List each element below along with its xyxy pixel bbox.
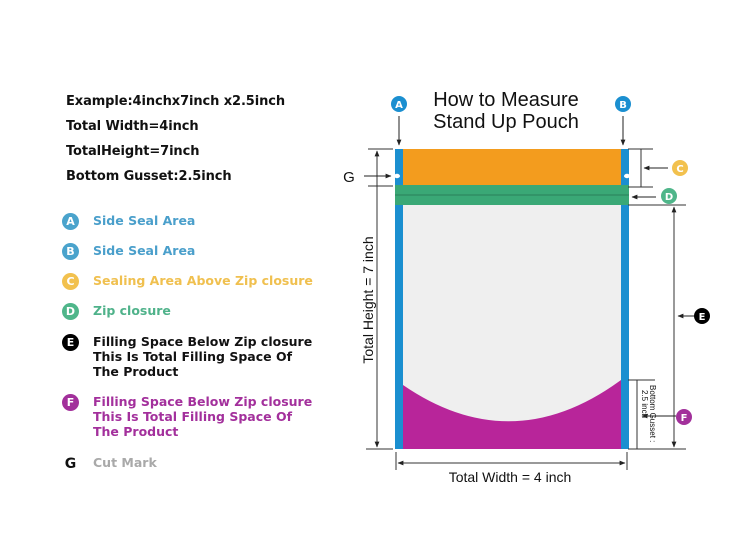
badge-e-icon [694, 308, 710, 324]
g-letter: G [64, 455, 77, 472]
legend-line: Filling Space Below Zip closure [93, 334, 313, 349]
total-width-spec: Total Width=4inch [66, 119, 199, 134]
badge-d-icon [661, 188, 677, 204]
badge-a-icon: A [62, 213, 79, 230]
gusset-label-line1: Bottom Gusset : [648, 385, 657, 442]
total-width-label: Total Width = 4 inch [449, 469, 572, 485]
legend-line: Filling Space Below Zip closure [93, 394, 313, 409]
legend-text: Cut Mark [93, 455, 157, 470]
legend-line: Zip closure [93, 303, 171, 318]
legend-line: This Is Total Filling Space Of [93, 349, 293, 364]
legend-item-d: D Zip closure [62, 303, 171, 320]
label-d: D [665, 192, 673, 203]
badge-c-icon [672, 160, 688, 176]
legend-line: The Product [93, 424, 179, 439]
diagram-title-line1: How to Measure [433, 89, 579, 111]
legend-item-g: G Cut Mark [62, 455, 157, 472]
badge-f-icon: F [62, 394, 79, 411]
diagram-title-line2: Stand Up Pouch [433, 111, 579, 133]
legend-text: Side Seal Area [93, 243, 195, 258]
legend-item-f: F Filling Space Below Zip closure This I… [62, 394, 312, 439]
badge-e-icon: E [62, 334, 79, 351]
legend-text: Zip closure [93, 303, 171, 318]
total-height-spec: TotalHeight=7inch [66, 144, 200, 159]
bottom-gusset-spec: Bottom Gusset:2.5inch [66, 169, 232, 184]
legend-line: Sealing Area Above Zip closure [93, 273, 313, 288]
legend-line: The Product [93, 364, 179, 379]
label-a: A [395, 100, 403, 111]
legend-line: Side Seal Area [93, 213, 196, 228]
legend-item-b: B Side Seal Area [62, 243, 195, 260]
label-e: E [699, 312, 706, 323]
label-f: F [681, 413, 688, 424]
badge-b-icon [615, 96, 631, 112]
badge-b-icon: B [62, 243, 79, 260]
label-g: G [343, 169, 355, 186]
bottom-gusset-area [403, 380, 621, 449]
legend-item-e: E Filling Space Below Zip closure This I… [62, 334, 312, 379]
badge-a-icon [391, 96, 407, 112]
top-seal-area [403, 149, 621, 185]
gusset-label-line2: 2.5 inch [640, 390, 649, 418]
badge-d-icon: D [62, 303, 79, 320]
legend-text: Side Seal Area [93, 213, 195, 228]
legend-line: This Is Total Filling Space Of [93, 409, 293, 424]
cut-mark-left [394, 173, 400, 179]
legend-text: Sealing Area Above Zip closure [93, 273, 313, 288]
cut-mark-right [624, 173, 630, 179]
legend-line: Cut Mark [93, 455, 157, 470]
legend-text: Filling Space Below Zip closure This Is … [93, 394, 312, 439]
total-height-label: Total Height = 7 inch [360, 236, 376, 363]
label-b: B [619, 100, 627, 111]
example-spec: Example:4inchx7inch x2.5inch [66, 94, 285, 109]
badge-c-icon: C [62, 273, 79, 290]
legend-line: Side Seal Area [93, 243, 196, 258]
label-c: C [676, 164, 683, 175]
legend-text: Filling Space Below Zip closure This Is … [93, 334, 312, 379]
legend-item-a: A Side Seal Area [62, 213, 195, 230]
badge-f-icon [676, 409, 692, 425]
legend-item-c: C Sealing Area Above Zip closure [62, 273, 313, 290]
